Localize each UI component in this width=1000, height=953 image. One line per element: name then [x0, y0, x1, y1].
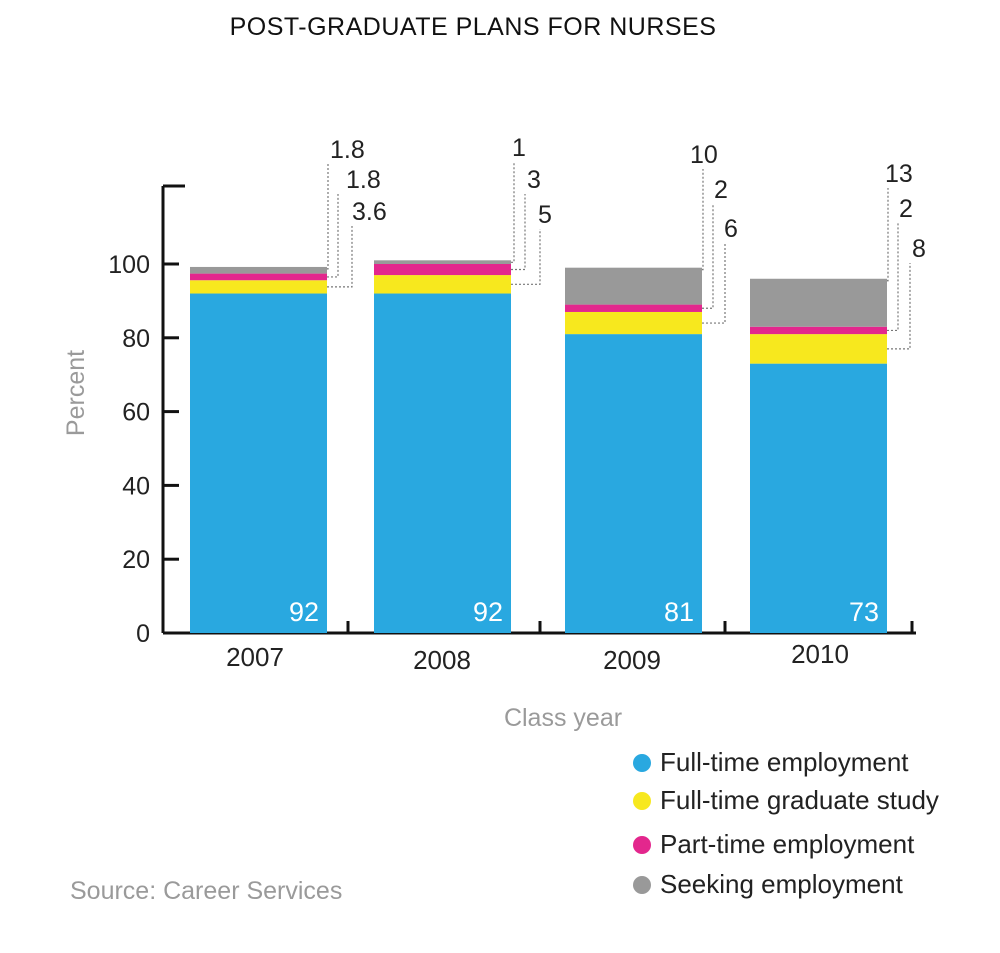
bar-segment	[374, 293, 511, 633]
data-label: 1.8	[330, 136, 365, 164]
leader-line	[511, 229, 541, 285]
bars: 92 92 81 73	[190, 260, 887, 633]
chart-title: POST-GRADUATE PLANS FOR NURSES	[230, 13, 717, 41]
leader-line	[887, 188, 889, 282]
bar-segment	[750, 326, 887, 335]
bar-segment	[565, 267, 702, 305]
data-label: 13	[885, 160, 913, 188]
data-label: 1	[512, 134, 526, 162]
legend-swatch	[633, 754, 651, 772]
bar-segment	[190, 266, 327, 274]
data-label: 8	[912, 235, 926, 263]
y-tick-label: 40	[122, 472, 150, 500]
bar-segment	[750, 334, 887, 364]
bar-segment	[565, 304, 702, 312]
x-tick-label: 2008	[413, 645, 471, 675]
leader-line	[702, 243, 726, 324]
data-label: 92	[289, 597, 319, 627]
leader-line	[511, 162, 515, 263]
data-label: 73	[849, 597, 879, 627]
legend-entry: Full-time employment	[660, 747, 909, 777]
data-label: 81	[664, 597, 694, 627]
data-label: 3	[527, 166, 541, 194]
legend-entry: Part-time employment	[660, 829, 915, 859]
source-note: Source: Career Services	[70, 877, 342, 905]
y-tick-label: 80	[122, 325, 150, 353]
bar-segment	[750, 363, 887, 633]
segment-labels: 3.6 1.81.8 5 31 6 2 10 8 2 13	[327, 134, 926, 350]
bar-segment	[750, 278, 887, 327]
legend-swatch	[633, 836, 651, 854]
bar-segment	[190, 293, 327, 633]
y-tick-label: 100	[108, 251, 150, 279]
data-label: 3.6	[352, 198, 387, 226]
y-axis-label: Percent	[62, 350, 90, 436]
bar-segment	[374, 275, 511, 294]
leader-line	[702, 204, 714, 309]
legend-swatch	[633, 876, 651, 894]
axes: 0 20 40 60 80 100 2007 2008 2009 2010	[108, 184, 916, 675]
legend-entry: Full-time graduate study	[660, 785, 939, 815]
bar-segment	[190, 280, 327, 294]
x-tick-label: 2010	[791, 639, 849, 669]
data-label: 2	[899, 195, 913, 223]
y-tick-label: 0	[136, 620, 150, 648]
data-label: 5	[538, 201, 552, 229]
bar-segment	[565, 334, 702, 633]
legend-swatch	[633, 792, 651, 810]
data-label: 6	[724, 215, 738, 243]
x-axis-label: Class year	[504, 704, 622, 732]
x-tick-label: 2007	[226, 642, 284, 672]
y-tick-label: 60	[122, 399, 150, 427]
bar-segment	[374, 260, 511, 264]
data-label: 2	[714, 176, 728, 204]
leader-line	[327, 226, 353, 288]
data-label: 92	[473, 597, 503, 627]
data-label: 10	[690, 141, 718, 169]
leader-line	[327, 164, 329, 270]
legend-entry: Seeking employment	[660, 869, 904, 899]
bar-segment	[374, 264, 511, 276]
y-tick-label: 20	[122, 546, 150, 574]
x-tick-label: 2009	[603, 645, 661, 675]
leader-line	[511, 194, 526, 271]
legend: Full-time employment Full-time graduate s…	[633, 747, 939, 899]
bar-segment	[565, 311, 702, 335]
leader-line	[702, 169, 704, 271]
data-label: 1.8	[346, 166, 381, 194]
leader-line	[887, 223, 899, 332]
leader-line	[887, 263, 911, 350]
leader-line	[327, 194, 339, 278]
bar-segment	[190, 273, 327, 281]
